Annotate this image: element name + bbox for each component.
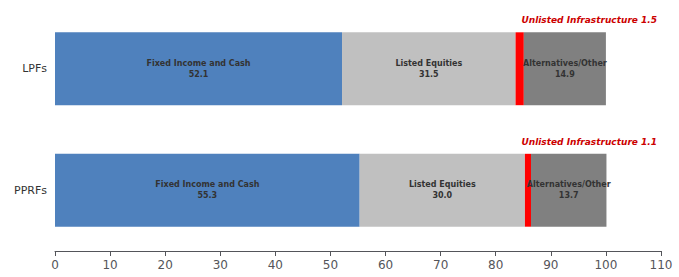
- svg-text:80: 80: [488, 258, 503, 272]
- svg-text:60: 60: [378, 258, 393, 272]
- svg-text:10: 10: [102, 258, 117, 272]
- svg-text:14.9: 14.9: [555, 70, 575, 79]
- svg-text:40: 40: [268, 258, 283, 272]
- svg-text:31.5: 31.5: [419, 70, 439, 79]
- svg-text:70: 70: [433, 258, 448, 272]
- svg-text:LPFs: LPFs: [22, 62, 47, 75]
- svg-text:110: 110: [650, 258, 673, 272]
- svg-text:PPRFs: PPRFs: [14, 184, 47, 197]
- svg-text:20: 20: [158, 258, 173, 272]
- svg-text:Fixed Income and Cash: Fixed Income and Cash: [146, 59, 250, 68]
- svg-text:100: 100: [594, 258, 617, 272]
- svg-text:90: 90: [543, 258, 558, 272]
- svg-text:50: 50: [323, 258, 338, 272]
- svg-text:13.7: 13.7: [559, 191, 579, 200]
- svg-text:Alternatives/Other: Alternatives/Other: [527, 180, 611, 189]
- svg-text:52.1: 52.1: [189, 70, 209, 79]
- svg-text:Listed Equities: Listed Equities: [395, 59, 462, 68]
- svg-text:Unlisted Infrastructure 1.1: Unlisted Infrastructure 1.1: [521, 137, 657, 147]
- svg-text:55.3: 55.3: [197, 191, 217, 200]
- svg-text:Alternatives/Other: Alternatives/Other: [523, 59, 607, 68]
- svg-text:Listed Equities: Listed Equities: [409, 180, 476, 189]
- svg-text:30: 30: [213, 258, 228, 272]
- svg-text:30.0: 30.0: [432, 191, 452, 200]
- svg-text:Fixed Income and Cash: Fixed Income and Cash: [155, 180, 259, 189]
- svg-text:Unlisted Infrastructure 1.5: Unlisted Infrastructure 1.5: [521, 15, 657, 25]
- svg-text:0: 0: [51, 258, 59, 272]
